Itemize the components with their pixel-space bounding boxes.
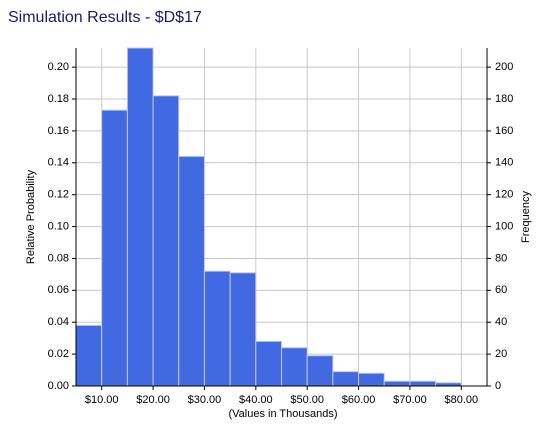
bar <box>152 95 180 387</box>
bar <box>255 340 282 387</box>
x-tick-label: $80.00 <box>444 394 478 406</box>
bar <box>75 324 103 387</box>
bar <box>101 109 128 387</box>
y-tick-label: 0.14 <box>48 157 69 169</box>
bar <box>203 270 231 387</box>
y2-tick-label: 80 <box>495 252 507 264</box>
y-tick-label: 0.18 <box>48 93 69 105</box>
y2-tick-label: 0 <box>495 380 501 392</box>
y-tick-label: 0.00 <box>48 380 69 392</box>
y-tick-label: 0.10 <box>48 220 69 232</box>
x-tick-label: $20.00 <box>136 394 170 406</box>
bar <box>409 380 437 387</box>
x-axis-label: (Values in Thousands) <box>228 408 337 420</box>
bar <box>383 380 411 387</box>
y-tick-label: 0.06 <box>48 284 69 296</box>
bar <box>229 272 257 387</box>
y-tick-label: 0.04 <box>48 316 69 328</box>
x-tick-label: $10.00 <box>85 394 119 406</box>
x-tick-label: $30.00 <box>188 394 222 406</box>
bar <box>306 355 334 387</box>
y2-tick-label: 100 <box>495 220 513 232</box>
y-axis-label: Relative Probability <box>25 169 37 264</box>
x-tick-label: $70.00 <box>393 394 427 406</box>
y-tick-label: 0.16 <box>48 125 69 137</box>
bar <box>332 371 360 387</box>
y2-tick-label: 180 <box>495 93 513 105</box>
y2-tick-label: 140 <box>495 157 513 169</box>
y-tick-label: 0.20 <box>48 61 69 73</box>
y2-axis-label: Frequency <box>520 191 532 243</box>
bar <box>178 155 205 387</box>
x-tick-label: $50.00 <box>290 394 324 406</box>
bar <box>358 372 385 387</box>
y2-tick-label: 40 <box>495 316 507 328</box>
y-tick-label: 0.08 <box>48 252 69 264</box>
bar <box>281 347 308 387</box>
y-tick-label: 0.12 <box>48 189 69 201</box>
y2-tick-label: 120 <box>495 189 513 201</box>
x-tick-label: $40.00 <box>239 394 273 406</box>
y2-tick-label: 60 <box>495 284 507 296</box>
y2-tick-label: 160 <box>495 125 513 137</box>
chart-title: Simulation Results - $D$17 <box>8 9 202 26</box>
bar <box>126 47 154 387</box>
y2-tick-label: 200 <box>495 61 513 73</box>
x-tick-label: $60.00 <box>342 394 376 406</box>
y2-tick-label: 20 <box>495 348 507 360</box>
y-tick-label: 0.02 <box>48 348 69 360</box>
